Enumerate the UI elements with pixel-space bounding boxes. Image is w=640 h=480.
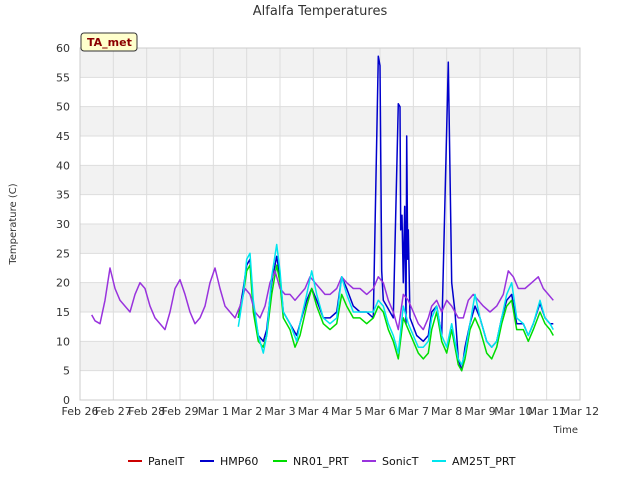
y-tick-label: 45: [56, 130, 70, 143]
background-bands: [80, 48, 580, 371]
x-tick-label: Mar 6: [364, 405, 395, 418]
y-tick-label: 60: [56, 42, 70, 55]
x-tick-label: Mar 7: [398, 405, 429, 418]
legend-label: PanelT: [148, 455, 185, 468]
band: [80, 106, 580, 136]
x-tick-label: Mar 1: [198, 405, 229, 418]
y-tick-label: 35: [56, 189, 70, 202]
legend-item: AM25T_PRT: [432, 455, 516, 468]
ta-met-badge: TA_met: [80, 32, 138, 52]
y-tick-label: 20: [56, 277, 70, 290]
legend-label: AM25T_PRT: [452, 455, 516, 468]
y-axis-ticks: 0 5 10 15 20 25 30 35 40 45 50 55 60: [56, 42, 70, 407]
legend-item: HMP60: [200, 455, 258, 468]
band: [80, 224, 580, 254]
x-tick-label: Mar 4: [298, 405, 329, 418]
series-line-sonict: [91, 267, 554, 331]
y-tick-label: 40: [56, 159, 70, 172]
x-tick-label: Mar 12: [561, 405, 599, 418]
legend-item: NR01_PRT: [273, 455, 349, 468]
series-lines: [91, 55, 554, 372]
x-tick-label: Feb 26: [62, 405, 99, 418]
legend-item: PanelT: [128, 455, 185, 468]
x-tick-label: Feb 29: [162, 405, 199, 418]
band: [80, 341, 580, 371]
badge-box: [80, 32, 138, 52]
y-tick-label: 55: [56, 71, 70, 84]
x-axis-label: Time: [553, 425, 578, 436]
x-tick-label: Mar 8: [431, 405, 462, 418]
chart-title: Alfalfa Temperatures: [253, 4, 388, 19]
y-tick-label: 10: [56, 335, 70, 348]
series-line-am25t-prt: [237, 243, 554, 366]
y-tick-label: 5: [63, 365, 70, 378]
badge-label: TA_met: [87, 36, 132, 49]
x-tick-label: Feb 28: [128, 405, 165, 418]
y-tick-label: 25: [56, 247, 70, 260]
legend: PanelT HMP60 NR01_PRT SonicT AM25T_PRT: [128, 455, 516, 468]
gridlines: [79, 47, 581, 401]
x-tick-label: Mar 11: [528, 405, 566, 418]
y-tick-label: 50: [56, 101, 70, 114]
x-tick-label: Mar 3: [264, 405, 295, 418]
x-tick-label: Mar 9: [464, 405, 495, 418]
band: [80, 165, 580, 195]
legend-item: SonicT: [362, 455, 419, 468]
y-tick-label: 0: [63, 394, 70, 407]
legend-label: HMP60: [220, 455, 258, 468]
band: [80, 48, 580, 78]
y-tick-label: 15: [56, 306, 70, 319]
y-axis-label: Temperature (C): [8, 183, 19, 265]
x-tick-label: Mar 5: [331, 405, 362, 418]
legend-label: SonicT: [382, 455, 419, 468]
x-tick-label: Mar 10: [494, 405, 532, 418]
y-tick-label: 30: [56, 218, 70, 231]
legend-label: NR01_PRT: [293, 455, 349, 468]
x-tick-label: Mar 2: [231, 405, 262, 418]
x-tick-label: Feb 27: [95, 405, 132, 418]
plot-area-frame: [79, 47, 581, 401]
